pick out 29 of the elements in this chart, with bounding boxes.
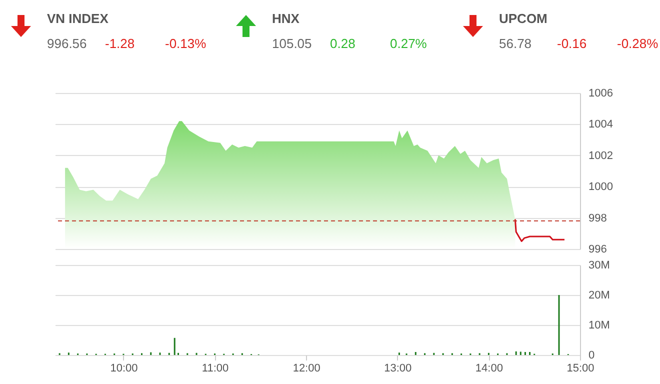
y-tick-label: 996 xyxy=(588,244,607,256)
category-label: UPCOM xyxy=(499,11,548,26)
x-tick-label: 14:00 xyxy=(475,362,503,374)
y-tick-label: 1002 xyxy=(588,150,613,162)
text: 105.05 xyxy=(272,36,312,51)
y-tick-label: 1006 xyxy=(588,88,613,100)
text: -0.28% xyxy=(617,36,658,51)
x-tick-label: 12:00 xyxy=(292,362,320,374)
text: -0.13% xyxy=(165,36,206,51)
data-label: 0.28 xyxy=(330,36,356,51)
category-label: VN INDEX xyxy=(47,11,108,26)
x-tick-label: 13:00 xyxy=(384,362,412,374)
text: 996.56 xyxy=(47,36,87,51)
y-tick-label: 1000 xyxy=(588,181,613,194)
x-tick-label: 10:00 xyxy=(110,362,138,374)
x-tick-label: 15:00 xyxy=(566,362,594,374)
y-tick-label: 0 xyxy=(588,350,595,362)
line-series xyxy=(514,218,566,242)
category-label: HNX xyxy=(272,11,300,26)
y-tick-label: 30M xyxy=(588,260,610,272)
data-label: -0.16 xyxy=(557,36,587,51)
y-tick-label: 1004 xyxy=(588,118,613,131)
text: 56.78 xyxy=(499,36,532,51)
text: 0.27% xyxy=(390,36,427,51)
y-tick-label: 998 xyxy=(588,212,607,224)
y-tick-label: 20M xyxy=(588,290,610,302)
x-tick-label: 11:00 xyxy=(202,362,229,374)
y-tick-label: 10M xyxy=(588,320,610,332)
data-label: -1.28 xyxy=(105,36,135,51)
